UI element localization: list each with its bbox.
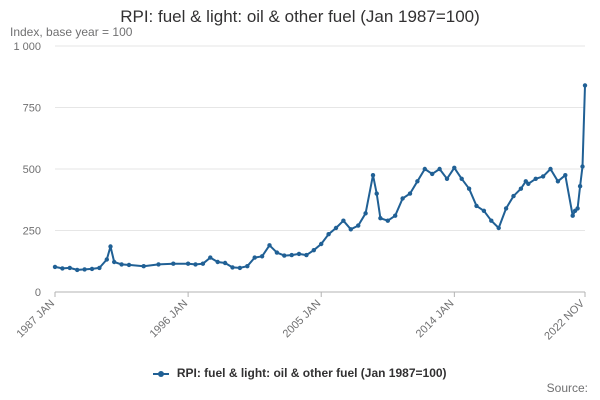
data-point bbox=[282, 253, 287, 258]
data-point bbox=[466, 186, 472, 191]
data-point bbox=[496, 225, 501, 231]
data-point bbox=[533, 176, 538, 181]
data-point bbox=[237, 265, 243, 271]
data-point bbox=[348, 227, 353, 232]
data-point bbox=[97, 265, 102, 271]
data-point bbox=[215, 259, 220, 265]
data-point bbox=[296, 251, 302, 257]
data-point bbox=[444, 176, 450, 181]
legend-label: RPI: fuel & light: oil & other fuel (Jan… bbox=[176, 366, 447, 380]
data-point bbox=[119, 262, 124, 267]
data-point bbox=[82, 267, 87, 272]
data-point bbox=[333, 225, 339, 231]
data-point bbox=[580, 164, 585, 169]
data-point bbox=[577, 184, 583, 189]
x-tick-label: 2005 JAN bbox=[281, 298, 324, 341]
data-point bbox=[222, 260, 228, 266]
data-point bbox=[437, 166, 442, 172]
data-point bbox=[341, 218, 346, 223]
y-tick-label: 0 bbox=[35, 287, 41, 299]
data-point bbox=[259, 254, 265, 259]
y-tick-label: 750 bbox=[23, 103, 41, 115]
data-point bbox=[185, 261, 191, 266]
data-point bbox=[518, 186, 524, 191]
data-point bbox=[489, 218, 494, 223]
y-tick-label: 250 bbox=[23, 226, 41, 238]
data-point bbox=[193, 262, 198, 267]
x-tick-label: 2022 NOV bbox=[542, 297, 587, 342]
data-point bbox=[400, 196, 405, 201]
x-axis: 1987 JAN 1996 JAN 2005 JAN 2014 JAN 2022 NOV bbox=[14, 292, 588, 342]
data-point bbox=[548, 166, 553, 172]
y-tick-label: 1 000 bbox=[13, 41, 41, 53]
data-point bbox=[370, 173, 376, 178]
data-point bbox=[459, 176, 464, 181]
y-tick-label: 500 bbox=[23, 164, 41, 176]
source-label: Source: bbox=[546, 381, 588, 395]
data-point bbox=[67, 265, 73, 271]
data-point bbox=[430, 171, 435, 177]
data-point bbox=[575, 206, 580, 211]
data-point bbox=[126, 262, 132, 268]
data-point bbox=[511, 193, 516, 199]
data-point bbox=[474, 203, 479, 209]
data-point bbox=[326, 232, 331, 237]
data-point bbox=[52, 264, 58, 270]
data-point bbox=[582, 83, 588, 88]
data-point bbox=[374, 191, 379, 196]
data-point bbox=[481, 208, 487, 213]
data-point bbox=[230, 265, 235, 270]
data-point bbox=[108, 244, 113, 249]
data-point bbox=[156, 262, 161, 267]
data-point bbox=[526, 181, 531, 186]
data-point bbox=[112, 259, 117, 265]
x-tick-label: 1987 JAN bbox=[14, 298, 57, 341]
data-point bbox=[378, 216, 383, 221]
x-tick-label: 1996 JAN bbox=[148, 298, 191, 341]
data-point bbox=[540, 174, 546, 179]
data-point bbox=[319, 241, 324, 247]
data-point bbox=[563, 173, 568, 178]
data-point bbox=[570, 213, 575, 218]
data-point bbox=[60, 266, 65, 271]
data-point bbox=[503, 206, 509, 211]
data-point bbox=[452, 165, 457, 170]
data-point bbox=[252, 255, 257, 260]
data-point bbox=[385, 218, 390, 223]
data-point bbox=[171, 261, 176, 266]
data-point bbox=[363, 211, 368, 216]
y-axis-label: Index, base year = 100 bbox=[10, 25, 133, 39]
data-point bbox=[311, 248, 316, 253]
data-point bbox=[289, 252, 294, 258]
y-axis-ticks: 0 250 500 750 1 000 bbox=[13, 41, 41, 299]
chart-title: RPI: fuel & light: oil & other fuel (Jan… bbox=[120, 7, 480, 26]
data-point bbox=[555, 179, 561, 184]
data-point bbox=[304, 252, 309, 258]
data-point bbox=[75, 267, 80, 273]
gridlines bbox=[55, 45, 585, 293]
data-point bbox=[356, 223, 361, 228]
data-point bbox=[422, 166, 427, 172]
x-tick-label: 2014 JAN bbox=[414, 298, 457, 341]
data-point bbox=[104, 257, 110, 262]
data-point bbox=[200, 261, 206, 266]
legend[interactable]: RPI: fuel & light: oil & other fuel (Jan… bbox=[0, 366, 600, 380]
data-point bbox=[89, 266, 95, 272]
data-point bbox=[245, 264, 250, 269]
data-point bbox=[415, 179, 420, 184]
data-point bbox=[141, 264, 146, 269]
data-point bbox=[208, 255, 213, 260]
legend-line-marker-icon bbox=[153, 370, 170, 378]
data-point bbox=[267, 243, 272, 248]
data-point bbox=[393, 213, 398, 218]
series-layer bbox=[52, 83, 588, 273]
data-point bbox=[407, 191, 413, 196]
data-point bbox=[274, 250, 280, 255]
